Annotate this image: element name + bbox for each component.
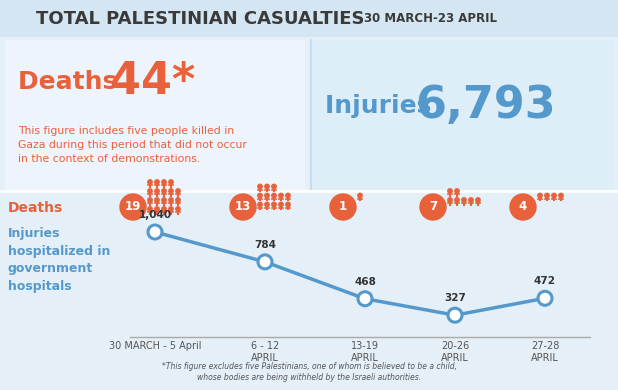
- Circle shape: [258, 255, 272, 269]
- Circle shape: [162, 198, 166, 202]
- Circle shape: [154, 198, 159, 202]
- Circle shape: [148, 198, 152, 202]
- Circle shape: [162, 207, 166, 211]
- Circle shape: [265, 193, 269, 198]
- Circle shape: [154, 180, 159, 184]
- FancyBboxPatch shape: [5, 40, 305, 190]
- Circle shape: [538, 291, 552, 305]
- Circle shape: [448, 198, 452, 202]
- Circle shape: [279, 193, 283, 198]
- Text: 6,793: 6,793: [415, 85, 556, 128]
- Text: 1,040: 1,040: [138, 210, 172, 220]
- Text: 13: 13: [235, 200, 251, 213]
- Text: 4: 4: [519, 200, 527, 213]
- Text: This figure includes five people killed in
Gaza during this period that did not : This figure includes five people killed …: [18, 126, 247, 165]
- Text: *This figure excludes five Palestinians, one of whom is believed to be a child,
: *This figure excludes five Palestinians,…: [161, 362, 457, 382]
- Circle shape: [176, 207, 180, 211]
- Text: 472: 472: [534, 276, 556, 286]
- Circle shape: [559, 193, 563, 198]
- Text: Deaths: Deaths: [18, 70, 126, 94]
- Circle shape: [148, 180, 152, 184]
- Text: 327: 327: [444, 293, 466, 303]
- Circle shape: [120, 194, 146, 220]
- Circle shape: [176, 189, 180, 193]
- Circle shape: [272, 202, 276, 207]
- Text: Injuries: Injuries: [325, 94, 440, 118]
- Circle shape: [448, 308, 462, 322]
- Circle shape: [265, 202, 269, 207]
- Text: 30 MARCH - 5 April: 30 MARCH - 5 April: [109, 341, 201, 351]
- FancyBboxPatch shape: [0, 0, 618, 37]
- FancyBboxPatch shape: [313, 40, 613, 190]
- Circle shape: [358, 292, 372, 306]
- Circle shape: [448, 189, 452, 193]
- Circle shape: [230, 194, 256, 220]
- Circle shape: [272, 193, 276, 198]
- Circle shape: [286, 193, 290, 198]
- Circle shape: [258, 193, 262, 198]
- Text: 468: 468: [354, 277, 376, 287]
- Circle shape: [538, 193, 542, 198]
- Circle shape: [258, 184, 262, 189]
- Circle shape: [545, 193, 549, 198]
- Circle shape: [455, 189, 459, 193]
- Circle shape: [462, 198, 466, 202]
- Text: 19: 19: [125, 200, 141, 213]
- Circle shape: [258, 202, 262, 207]
- Circle shape: [510, 194, 536, 220]
- Circle shape: [169, 180, 173, 184]
- Text: 13-19
APRIL: 13-19 APRIL: [351, 341, 379, 363]
- Text: Injuries
hospitalized in
government
hospitals: Injuries hospitalized in government hosp…: [8, 227, 111, 293]
- Circle shape: [330, 194, 356, 220]
- Circle shape: [455, 198, 459, 202]
- Circle shape: [279, 202, 283, 207]
- Circle shape: [358, 193, 362, 198]
- Circle shape: [420, 194, 446, 220]
- Circle shape: [162, 189, 166, 193]
- Text: 30 MARCH-23 APRIL: 30 MARCH-23 APRIL: [363, 12, 496, 25]
- Text: 27-28
APRIL: 27-28 APRIL: [531, 341, 559, 363]
- Circle shape: [265, 184, 269, 189]
- Circle shape: [154, 207, 159, 211]
- Circle shape: [148, 189, 152, 193]
- Circle shape: [469, 198, 473, 202]
- Text: 1: 1: [339, 200, 347, 213]
- Circle shape: [169, 207, 173, 211]
- Circle shape: [552, 193, 556, 198]
- Circle shape: [169, 198, 173, 202]
- Text: 784: 784: [254, 240, 276, 250]
- Text: 20-26
APRIL: 20-26 APRIL: [441, 341, 469, 363]
- Circle shape: [169, 189, 173, 193]
- Circle shape: [272, 184, 276, 189]
- Circle shape: [148, 225, 162, 239]
- Circle shape: [148, 207, 152, 211]
- Circle shape: [162, 180, 166, 184]
- Circle shape: [476, 198, 480, 202]
- Circle shape: [286, 202, 290, 207]
- Text: Deaths: Deaths: [8, 201, 63, 215]
- Text: TOTAL PALESTINIAN CASUALTIES: TOTAL PALESTINIAN CASUALTIES: [36, 10, 364, 28]
- Circle shape: [176, 198, 180, 202]
- Text: 6 - 12
APRIL: 6 - 12 APRIL: [251, 341, 279, 363]
- Text: 7: 7: [429, 200, 437, 213]
- Text: 44*: 44*: [110, 60, 195, 103]
- Circle shape: [154, 189, 159, 193]
